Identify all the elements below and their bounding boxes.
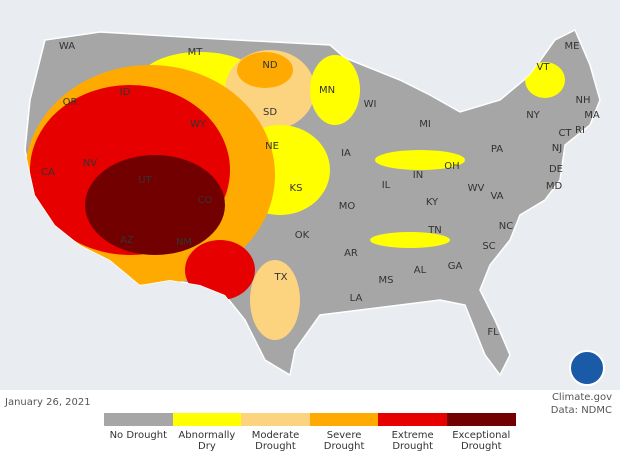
state-label: OH	[444, 161, 459, 172]
state-label: ID	[120, 87, 131, 98]
state-label: MS	[379, 275, 394, 286]
legend-item: No Drought	[104, 413, 173, 452]
legend-label: No Drought	[109, 430, 168, 441]
legend-item: Extreme Drought	[378, 413, 447, 452]
state-label: CO	[198, 195, 213, 206]
state-label: MO	[339, 201, 356, 212]
state-label: MN	[319, 85, 335, 96]
state-label: NJ	[552, 143, 562, 154]
state-label: DE	[549, 164, 563, 175]
credit: Climate.gov	[551, 392, 612, 403]
state-label: GA	[448, 261, 463, 272]
legend-swatch	[104, 413, 173, 426]
legend-swatch	[446, 413, 516, 426]
state-label: SC	[482, 241, 495, 252]
state-label: AL	[414, 265, 427, 276]
legend-label: Severe Drought	[323, 430, 365, 452]
state-label: AZ	[120, 235, 134, 246]
legend-label: Extreme Drought	[391, 430, 434, 452]
state-label: WV	[468, 183, 485, 194]
legend-swatch	[378, 413, 447, 426]
legend: No Drought Abnormally Dry Moderate Drought…	[104, 413, 516, 452]
area	[310, 55, 360, 125]
state-label: NC	[499, 221, 513, 232]
state-label: TN	[427, 225, 442, 236]
state-label: UT	[138, 175, 152, 186]
state-label: IN	[413, 170, 423, 181]
legend-item: Moderate Drought	[241, 413, 310, 452]
state-label: AR	[344, 248, 358, 259]
legend-item: Exceptional Drought	[446, 413, 516, 452]
area	[375, 150, 465, 170]
legend-item: Abnormally Dry	[172, 413, 242, 452]
state-label: VA	[490, 191, 503, 202]
legend-swatch	[172, 413, 242, 426]
legend-label: Moderate Drought	[251, 430, 300, 452]
area	[250, 260, 300, 340]
state-label: IL	[382, 180, 391, 191]
state-label: OK	[295, 230, 310, 241]
state-label: MA	[584, 110, 600, 121]
source: Data: NDMC	[550, 405, 612, 416]
state-label: NY	[526, 110, 540, 121]
area	[525, 62, 565, 98]
state-label: CT	[558, 128, 572, 139]
state-label: FL	[487, 327, 499, 338]
legend-label: Abnormally Dry	[178, 430, 236, 452]
area	[370, 232, 450, 248]
state-label: MT	[188, 47, 204, 58]
state-label: KS	[290, 183, 303, 194]
state-label: WA	[59, 41, 75, 52]
area	[85, 155, 225, 255]
state-label: NE	[265, 141, 279, 152]
state-label: WI	[364, 99, 377, 110]
state-label: VT	[537, 62, 551, 73]
state-label: WY	[190, 119, 207, 130]
state-label: MD	[546, 181, 563, 192]
state-label: IA	[341, 148, 351, 159]
state-label: NV	[83, 158, 97, 169]
state-label: KY	[426, 197, 439, 208]
state-label: ND	[262, 60, 277, 71]
state-label: ME	[565, 41, 580, 52]
legend-swatch	[241, 413, 310, 426]
date: January 26, 2021	[5, 397, 91, 408]
noaa-logo	[569, 350, 605, 386]
state-label: NH	[576, 95, 591, 106]
state-label: PA	[491, 144, 503, 155]
legend-label: Exceptional Drought	[452, 430, 511, 452]
state-label: LA	[350, 293, 363, 304]
state-label: SD	[263, 107, 277, 118]
state-label: OR	[63, 97, 78, 108]
state-label: MI	[419, 119, 431, 130]
legend-swatch	[309, 413, 379, 426]
state-label: NM	[176, 237, 192, 248]
area	[185, 240, 255, 300]
legend-item: Severe Drought	[309, 413, 379, 452]
state-label: CA	[41, 167, 55, 178]
state-label: RI	[575, 125, 585, 136]
area	[237, 52, 293, 88]
drought-areas	[25, 50, 565, 340]
state-label: TX	[274, 272, 288, 283]
